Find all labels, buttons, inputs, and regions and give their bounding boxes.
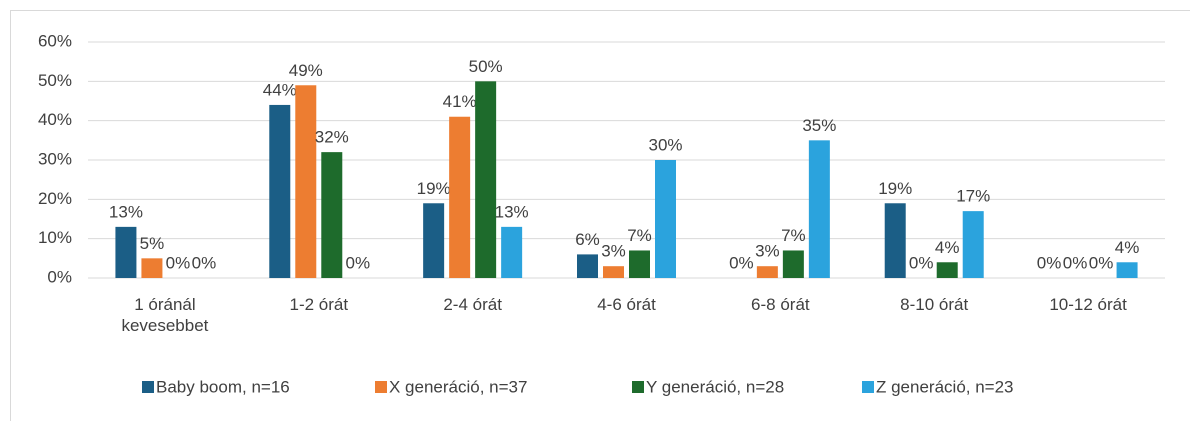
bar bbox=[1116, 262, 1138, 278]
data-label: 0% bbox=[345, 253, 370, 272]
data-label: 4% bbox=[1115, 238, 1140, 257]
chart-border bbox=[10, 10, 1190, 421]
data-label: 35% bbox=[802, 116, 836, 135]
y-tick-label: 20% bbox=[38, 189, 72, 208]
y-tick-label: 50% bbox=[38, 71, 72, 90]
bar bbox=[321, 152, 343, 278]
data-label: 4% bbox=[935, 238, 960, 257]
data-label: 7% bbox=[781, 226, 806, 245]
data-label: 0% bbox=[909, 253, 934, 272]
y-tick-label: 10% bbox=[38, 228, 72, 247]
bar bbox=[295, 85, 317, 279]
data-label: 0% bbox=[1063, 253, 1088, 272]
data-label: 7% bbox=[627, 226, 652, 245]
x-tick-label: 4-6 órát bbox=[597, 295, 656, 314]
x-tick-label: 1-2 órát bbox=[289, 295, 349, 314]
legend-marker bbox=[142, 381, 154, 393]
bar bbox=[501, 226, 523, 278]
y-tick-label: 30% bbox=[38, 149, 72, 168]
data-label: 0% bbox=[1089, 253, 1114, 272]
bar bbox=[782, 250, 804, 278]
y-tick-label: 40% bbox=[38, 110, 72, 129]
y-tick-label: 60% bbox=[38, 31, 72, 50]
legend-label: Z generáció, n=23 bbox=[876, 377, 1014, 396]
bar bbox=[808, 140, 830, 278]
x-tick-label: 10-12 órát bbox=[1049, 295, 1127, 314]
data-label: 32% bbox=[315, 128, 349, 147]
y-tick-label: 0% bbox=[47, 267, 72, 286]
data-label: 41% bbox=[443, 92, 477, 111]
data-label: 0% bbox=[166, 253, 191, 272]
legend-label: Baby boom, n=16 bbox=[156, 377, 290, 396]
bar bbox=[962, 211, 984, 278]
bar bbox=[884, 203, 906, 278]
data-label: 13% bbox=[109, 202, 143, 221]
bar bbox=[475, 81, 497, 278]
data-label: 44% bbox=[263, 80, 297, 99]
data-label: 30% bbox=[648, 135, 682, 154]
data-label: 50% bbox=[469, 57, 503, 76]
data-label: 6% bbox=[575, 230, 600, 249]
data-label: 5% bbox=[140, 234, 165, 253]
bar bbox=[629, 250, 650, 278]
bar bbox=[577, 254, 598, 278]
data-label: 3% bbox=[755, 242, 780, 261]
data-label: 49% bbox=[289, 61, 323, 80]
x-tick-label: 1 óránál kevesebbet bbox=[121, 295, 209, 335]
data-label: 0% bbox=[729, 253, 754, 272]
x-tick-label: 8-10 órát bbox=[900, 295, 969, 314]
bar bbox=[449, 116, 471, 278]
legend-marker bbox=[862, 381, 874, 393]
legend-marker bbox=[632, 381, 644, 393]
data-label: 17% bbox=[956, 187, 990, 206]
bar bbox=[269, 104, 291, 278]
data-label: 0% bbox=[1037, 253, 1062, 272]
bar bbox=[603, 266, 624, 278]
data-label: 3% bbox=[601, 242, 626, 261]
data-label: 19% bbox=[417, 179, 451, 198]
bar bbox=[423, 203, 445, 278]
legend-label: X generáció, n=37 bbox=[389, 377, 527, 396]
bar bbox=[756, 266, 778, 278]
x-tick-label: 6-8 órát bbox=[751, 295, 810, 314]
bar bbox=[655, 160, 676, 278]
data-label: 19% bbox=[878, 179, 912, 198]
bar bbox=[936, 262, 958, 278]
legend-marker bbox=[375, 381, 387, 393]
bar bbox=[141, 258, 163, 278]
data-label: 13% bbox=[495, 202, 529, 221]
legend-label: Y generáció, n=28 bbox=[646, 377, 784, 396]
x-tick-label: 2-4 órát bbox=[443, 295, 502, 314]
bar bbox=[115, 226, 137, 278]
data-label: 0% bbox=[192, 253, 217, 272]
